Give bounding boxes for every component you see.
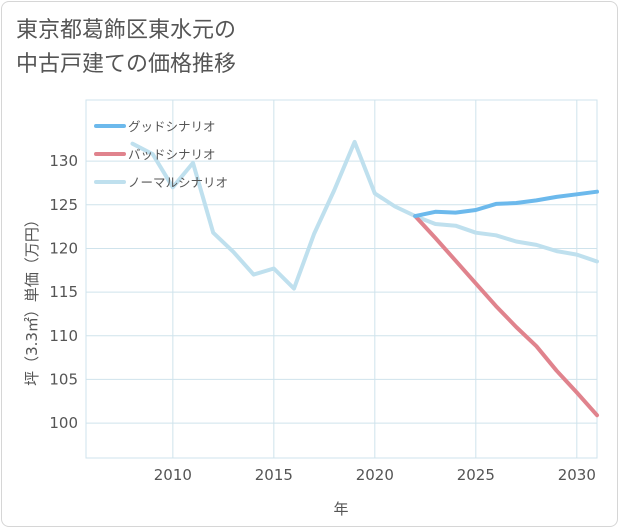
x-tick-label: 2015 bbox=[255, 466, 293, 484]
y-tick-label: 120 bbox=[49, 239, 78, 257]
y-axis-title: 坪（3.3㎡）単価（万円） bbox=[23, 212, 41, 386]
y-tick-label: 100 bbox=[49, 414, 78, 432]
bad-scenario-line bbox=[413, 214, 599, 418]
y-tick-label: 130 bbox=[49, 152, 78, 170]
normal-scenario-legend-label: ノーマルシナリオ bbox=[128, 175, 228, 190]
good-scenario-line bbox=[413, 189, 599, 219]
chart-title-line-2: 中古戸建ての価格推移 bbox=[16, 52, 237, 77]
y-tick-label: 115 bbox=[49, 283, 78, 301]
x-tick-label: 2025 bbox=[457, 466, 495, 484]
y-tick-label: 110 bbox=[49, 327, 78, 345]
x-tick-labels: 2010 2015 2020 2025 2030 bbox=[154, 466, 596, 484]
x-tick-label: 2020 bbox=[356, 466, 394, 484]
x-tick-label: 2030 bbox=[558, 466, 596, 484]
y-tick-label: 105 bbox=[49, 370, 78, 388]
y-tick-label: 125 bbox=[49, 196, 78, 214]
bad-scenario-legend-label: バッドシナリオ bbox=[128, 147, 216, 162]
chart-title-line-1: 東京都葛飾区東水元の bbox=[16, 18, 237, 43]
x-tick-label: 2010 bbox=[154, 466, 192, 484]
plot-area-border bbox=[85, 99, 598, 459]
chart-title: 東京都葛飾区東水元の 中古戸建ての価格推移 bbox=[16, 14, 436, 82]
good-scenario-legend-label: グッドシナリオ bbox=[128, 119, 216, 134]
series-lines bbox=[130, 139, 599, 418]
normal-scenario-line bbox=[130, 139, 599, 291]
x-axis-title: 年 bbox=[333, 500, 348, 518]
y-tick-labels: 100 105 110 115 120 125 130 bbox=[49, 152, 78, 432]
